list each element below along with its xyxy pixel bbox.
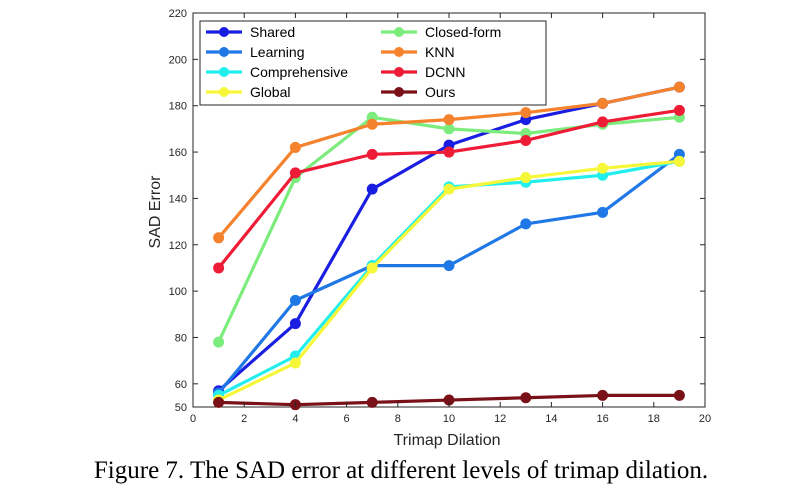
- legend-box: [199, 20, 547, 106]
- data-point: [366, 148, 378, 160]
- legend-swatch-marker: [394, 27, 404, 37]
- data-point: [443, 123, 455, 135]
- data-point: [443, 183, 455, 195]
- data-point: [213, 262, 225, 274]
- data-point: [673, 81, 685, 93]
- data-point: [520, 218, 532, 230]
- data-point: [520, 107, 532, 119]
- y-axis-label: SAD Error: [147, 175, 164, 249]
- x-tick-label: 2: [241, 413, 247, 425]
- series-knn: [213, 81, 685, 244]
- y-tick-label: 160: [169, 147, 187, 159]
- y-tick-label: 180: [169, 101, 187, 113]
- x-axis-label: Trimap Dilation: [394, 432, 501, 449]
- data-point: [520, 172, 532, 184]
- legend-label: Closed-form: [425, 24, 501, 40]
- legend-label: Global: [250, 84, 290, 100]
- data-point: [289, 167, 301, 179]
- data-point: [673, 389, 685, 401]
- series-dcnn: [213, 104, 685, 274]
- legend-swatch-marker: [394, 47, 404, 57]
- legend-entry: DCNN: [381, 64, 465, 80]
- ticks-layer: 0 2 4 6 8 10 12 14 16 18 20 50 60 80 100 120 140 160 180 20…: [169, 8, 711, 425]
- data-point: [597, 162, 609, 174]
- legend-label: Comprehensive: [250, 64, 348, 80]
- data-point: [213, 336, 225, 348]
- y-tick-label: 80: [175, 332, 187, 344]
- data-point: [366, 183, 378, 195]
- data-point: [597, 116, 609, 128]
- data-point: [289, 318, 301, 330]
- legend: Shared Learning Comprehensive Global Closed-…: [199, 20, 547, 106]
- x-tick-label: 6: [344, 413, 350, 425]
- data-point: [443, 114, 455, 126]
- legend-label: KNN: [425, 44, 455, 60]
- legend-swatch-marker: [219, 67, 229, 77]
- legend-swatch-marker: [394, 87, 404, 97]
- figure-caption: Figure 7. The SAD error at different lev…: [93, 457, 709, 484]
- y-tick-label: 100: [169, 286, 187, 298]
- y-tick-label: 220: [169, 8, 187, 20]
- legend-entry: Closed-form: [381, 24, 501, 40]
- data-point: [673, 155, 685, 167]
- y-tick-label: 200: [169, 54, 187, 66]
- y-tick-label: 140: [169, 193, 187, 205]
- data-point: [366, 262, 378, 274]
- data-point: [366, 396, 378, 408]
- y-tick-label: 50: [175, 402, 187, 414]
- legend-swatch-marker: [394, 67, 404, 77]
- legend-entry: Learning: [206, 44, 305, 60]
- data-point: [597, 97, 609, 109]
- legend-label: Shared: [250, 24, 295, 40]
- data-point: [289, 294, 301, 306]
- data-point: [520, 134, 532, 146]
- x-tick-label: 14: [545, 413, 557, 425]
- legend-entry: Comprehensive: [206, 64, 348, 80]
- x-tick-label: 12: [494, 413, 506, 425]
- legend-entry: KNN: [381, 44, 455, 60]
- x-tick-label: 18: [648, 413, 660, 425]
- legend-entry: Ours: [381, 84, 455, 100]
- x-tick-label: 4: [292, 413, 298, 425]
- data-point: [673, 104, 685, 116]
- legend-swatch-marker: [219, 87, 229, 97]
- y-tick-label: 120: [169, 240, 187, 252]
- legend-entry: Shared: [206, 24, 295, 40]
- legend-swatch-marker: [219, 47, 229, 57]
- x-tick-label: 8: [395, 413, 401, 425]
- y-tick-label: 60: [175, 379, 187, 391]
- legend-label: Ours: [425, 84, 455, 100]
- x-tick-label: 10: [443, 413, 455, 425]
- data-point: [213, 232, 225, 244]
- data-point: [289, 141, 301, 153]
- x-tick-label: 0: [190, 413, 196, 425]
- data-point: [213, 396, 225, 408]
- line-chart: 0 2 4 6 8 10 12 14 16 18 20 50 60 80 100 120 140 160 180 20…: [147, 8, 711, 449]
- x-tick-label: 20: [699, 413, 711, 425]
- legend-label: Learning: [250, 44, 305, 60]
- x-tick-label: 16: [596, 413, 608, 425]
- data-point: [443, 260, 455, 272]
- legend-swatch-marker: [219, 27, 229, 37]
- data-point: [366, 118, 378, 130]
- data-point: [597, 206, 609, 218]
- legend-label: DCNN: [425, 64, 465, 80]
- data-point: [443, 146, 455, 158]
- data-point: [597, 389, 609, 401]
- data-point: [289, 357, 301, 369]
- data-point: [520, 392, 532, 404]
- legend-entry: Global: [206, 84, 290, 100]
